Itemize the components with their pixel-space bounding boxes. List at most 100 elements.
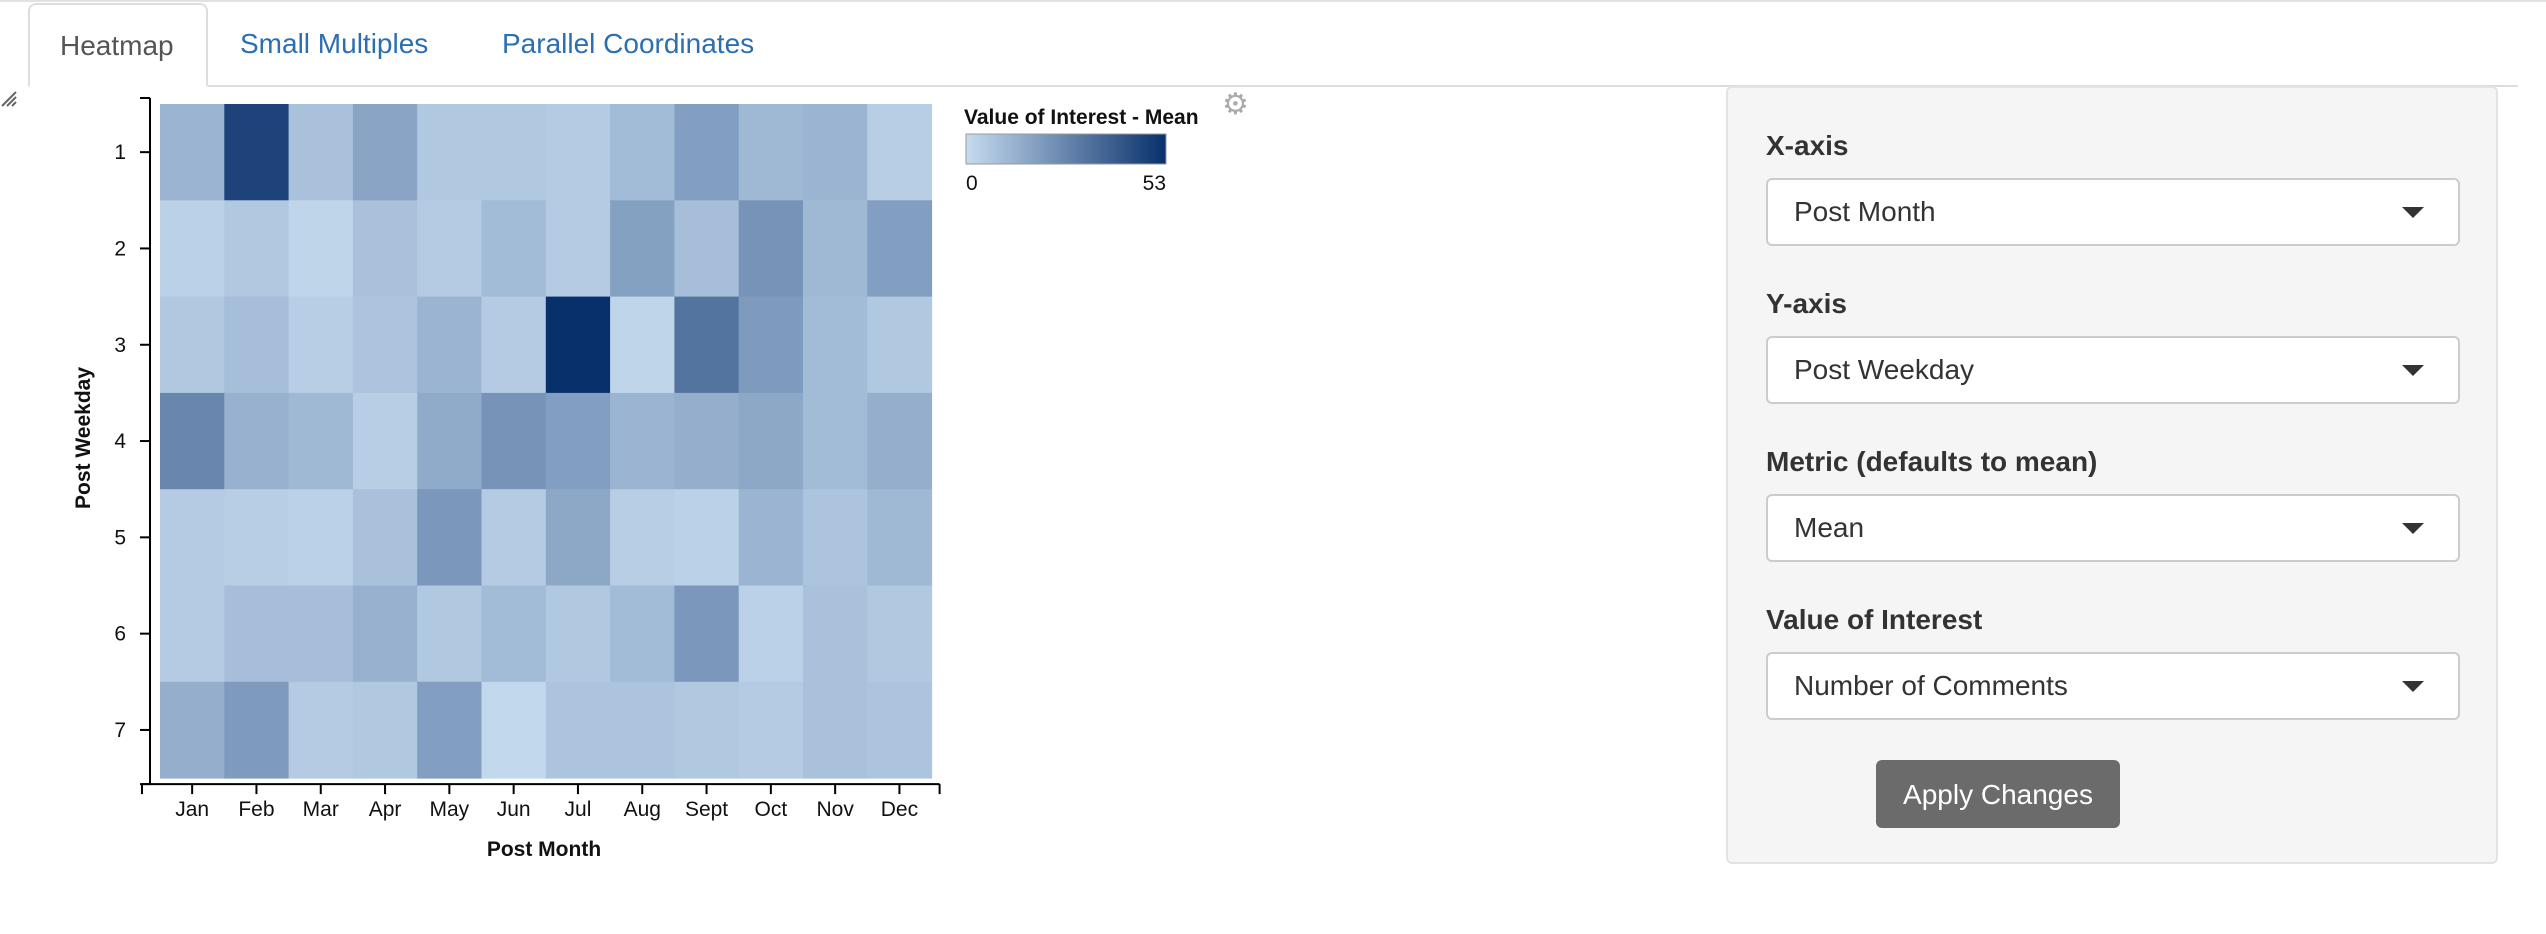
heatmap-cell[interactable]	[481, 585, 547, 683]
legend-max-label: 53	[1143, 172, 1166, 195]
heatmap-cell[interactable]	[160, 392, 225, 490]
heatmap-cell[interactable]	[803, 489, 868, 586]
metric-select[interactable]: Mean	[1766, 494, 2460, 562]
x-tick-label: Apr	[369, 798, 402, 821]
heatmap-cell[interactable]	[481, 296, 547, 394]
heatmap-cell[interactable]	[674, 681, 740, 779]
heatmap-cell[interactable]	[352, 489, 418, 586]
heatmap-cell[interactable]	[352, 104, 418, 201]
heatmap-cell[interactable]	[738, 200, 804, 298]
heatmap-cell[interactable]	[160, 489, 225, 586]
heatmap-cell[interactable]	[160, 296, 225, 394]
heatmap-cell[interactable]	[545, 489, 611, 586]
heatmap-cell[interactable]	[160, 104, 225, 201]
heatmap-cell[interactable]	[160, 200, 225, 298]
heatmap-cell[interactable]	[160, 585, 225, 683]
heatmap-cell[interactable]	[674, 392, 740, 490]
heatmap-cell[interactable]	[417, 585, 482, 683]
heatmap-cell[interactable]	[224, 200, 290, 298]
heatmap-cell[interactable]	[545, 681, 611, 779]
heatmap-cell[interactable]	[417, 681, 482, 779]
heatmap-cell[interactable]	[352, 392, 418, 490]
heatmap-cell[interactable]	[224, 104, 290, 201]
caret-down-icon	[2402, 681, 2424, 692]
heatmap-cell[interactable]	[545, 585, 611, 683]
heatmap-cell[interactable]	[352, 296, 418, 394]
heatmap-cell[interactable]	[674, 296, 740, 394]
heatmap-cell[interactable]	[867, 392, 933, 490]
y-axis-select-value: Post Weekday	[1794, 354, 1975, 385]
heatmap-cell[interactable]	[610, 104, 675, 201]
gear-icon[interactable]: ⚙	[1222, 88, 1249, 121]
heatmap-cell[interactable]	[288, 296, 354, 394]
heatmap-cell[interactable]	[417, 489, 482, 586]
heatmap-cell[interactable]	[481, 681, 547, 779]
x-tick-label: Oct	[755, 798, 788, 821]
heatmap-cell[interactable]	[224, 296, 290, 394]
heatmap-cell[interactable]	[803, 392, 868, 490]
heatmap-cell[interactable]	[803, 296, 868, 394]
heatmap-cell[interactable]	[224, 392, 290, 490]
heatmap-cell[interactable]	[417, 104, 482, 201]
heatmap-cell[interactable]	[160, 681, 225, 779]
heatmap-cell[interactable]	[610, 489, 675, 586]
heatmap-cell[interactable]	[481, 200, 547, 298]
heatmap-cell[interactable]	[481, 489, 547, 586]
tab-small-multiples[interactable]: Small Multiples	[240, 28, 429, 59]
heatmap-cell[interactable]	[352, 585, 418, 683]
heatmap-cell[interactable]	[224, 489, 290, 586]
heatmap-cell[interactable]	[288, 392, 354, 490]
x-tick-label: Jan	[175, 798, 209, 821]
heatmap-cell[interactable]	[481, 392, 547, 490]
heatmap-cell[interactable]	[610, 681, 675, 779]
heatmap-cell[interactable]	[288, 200, 354, 298]
heatmap-cell[interactable]	[867, 296, 933, 394]
heatmap-cell[interactable]	[545, 104, 611, 201]
heatmap-cell[interactable]	[288, 585, 354, 683]
heatmap-cell[interactable]	[738, 681, 804, 779]
heatmap-cell[interactable]	[738, 489, 804, 586]
heatmap-cell[interactable]	[224, 681, 290, 779]
heatmap-cell[interactable]	[674, 585, 740, 683]
heatmap-cell[interactable]	[545, 392, 611, 490]
heatmap-cell[interactable]	[610, 200, 675, 298]
heatmap-cell[interactable]	[417, 392, 482, 490]
value-of-interest-select[interactable]: Number of Comments	[1766, 652, 2460, 720]
x-axis-select[interactable]: Post Month	[1766, 178, 2460, 246]
heatmap-cell[interactable]	[288, 681, 354, 779]
heatmap-cell[interactable]	[610, 392, 675, 490]
heatmap-cell[interactable]	[417, 296, 482, 394]
heatmap-cell[interactable]	[803, 585, 868, 683]
apply-changes-button[interactable]: Apply Changes	[1876, 760, 2120, 828]
tab-parallel-coordinates[interactable]: Parallel Coordinates	[502, 28, 755, 59]
heatmap-cell[interactable]	[738, 104, 804, 201]
heatmap-cell[interactable]	[610, 585, 675, 683]
heatmap-cell[interactable]	[545, 200, 611, 298]
heatmap-cell[interactable]	[352, 200, 418, 298]
heatmap-cell[interactable]	[674, 104, 740, 201]
tab-heatmap[interactable]: Heatmap	[28, 3, 208, 87]
heatmap-cell[interactable]	[738, 392, 804, 490]
y-axis-select[interactable]: Post Weekday	[1766, 336, 2460, 404]
heatmap-cell[interactable]	[803, 200, 868, 298]
heatmap-cell[interactable]	[352, 681, 418, 779]
heatmap-cell[interactable]	[674, 489, 740, 586]
heatmap-cell[interactable]	[867, 200, 933, 298]
heatmap-cell[interactable]	[867, 681, 933, 779]
heatmap-cell[interactable]	[481, 104, 547, 201]
heatmap-cell[interactable]	[288, 104, 354, 201]
heatmap-cell[interactable]	[288, 489, 354, 586]
heatmap-cell[interactable]	[417, 200, 482, 298]
heatmap-cell[interactable]	[545, 296, 611, 394]
heatmap-cell[interactable]	[803, 681, 868, 779]
heatmap-cell[interactable]	[867, 489, 933, 586]
heatmap-cell[interactable]	[610, 296, 675, 394]
heatmap-cell[interactable]	[224, 585, 290, 683]
heatmap-cell[interactable]	[803, 104, 868, 201]
heatmap-cell[interactable]	[738, 585, 804, 683]
resize-handle-icon[interactable]	[0, 90, 18, 108]
heatmap-cell[interactable]	[867, 104, 933, 201]
heatmap-cell[interactable]	[674, 200, 740, 298]
heatmap-cell[interactable]	[867, 585, 933, 683]
heatmap-cell[interactable]	[738, 296, 804, 394]
